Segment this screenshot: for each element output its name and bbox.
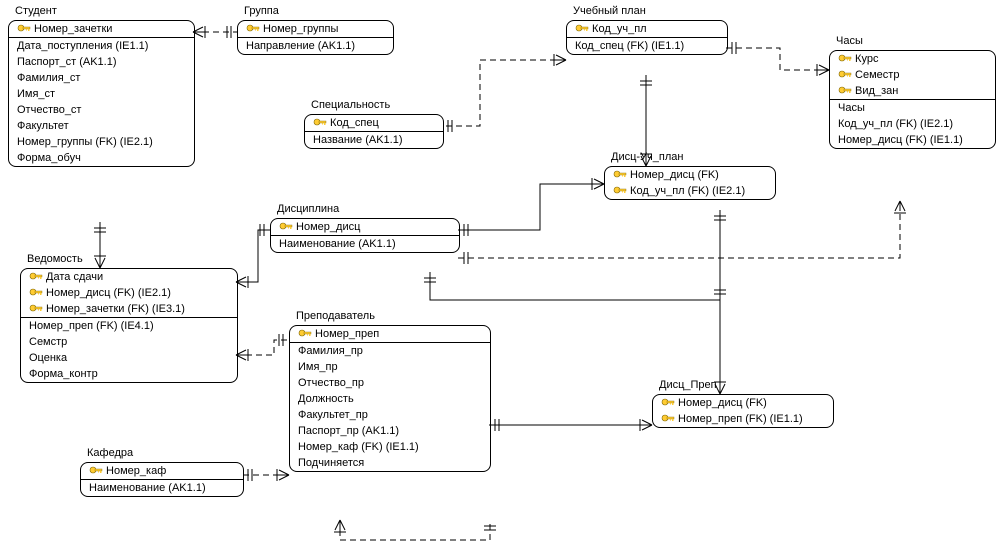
key-icon [29, 287, 43, 297]
key-icon [246, 23, 260, 33]
pk-attr: Курс [830, 51, 995, 67]
edge [236, 230, 270, 282]
key-icon [89, 465, 103, 475]
key-icon [838, 69, 852, 79]
key-icon [17, 23, 31, 33]
key-icon [661, 397, 675, 407]
attr: Код_уч_пл (FK) (IE2.1) [830, 116, 995, 132]
edge [236, 340, 289, 355]
attr: Факультет [9, 118, 194, 134]
entity-kaf[interactable]: Кафедра Номер_кафНаименование (AK1.1) [80, 462, 244, 497]
pk-attr: Номер_зачетки [9, 21, 194, 37]
key-icon [613, 185, 627, 195]
entity-title: Дисц-Уч_план [611, 151, 683, 163]
entity-title: Студент [15, 5, 57, 17]
pk-attr: Код_спец [305, 115, 443, 131]
attr: Дата_поступления (IE1.1) [9, 38, 194, 54]
pk-attr: Номер_группы [238, 21, 393, 37]
attr: Форма_контр [21, 366, 237, 382]
edge [442, 60, 566, 126]
entity-title: Часы [836, 35, 863, 47]
attr: Форма_обуч [9, 150, 194, 166]
key-icon [661, 413, 675, 423]
pk-attr: Номер_дисц [271, 219, 459, 235]
key-icon [838, 53, 852, 63]
entity-gruppa[interactable]: Группа Номер_группыНаправление (AK1.1) [237, 20, 394, 55]
pk-attr: Номер_дисц (FK) [605, 167, 775, 183]
attr: Подчиняется [290, 455, 490, 471]
entity-spec[interactable]: Специальность Код_спецНазвание (AK1.1) [304, 114, 444, 149]
attr: Номер_преп (FK) (IE4.1) [21, 318, 237, 334]
attr: Код_спец (FK) (IE1.1) [567, 38, 727, 54]
attr: Номер_дисц (FK) (IE1.1) [830, 132, 995, 148]
attr: Семстр [21, 334, 237, 350]
attr: Наименование (AK1.1) [81, 480, 243, 496]
edge [726, 48, 829, 70]
attr: Номер_каф (FK) (IE1.1) [290, 439, 490, 455]
attr: Должность [290, 391, 490, 407]
attr: Часы [830, 100, 995, 116]
edge [340, 520, 490, 540]
entity-title: Дисциплина [277, 203, 339, 215]
pk-attr: Номер_преп (FK) (IE1.1) [653, 411, 833, 427]
entity-title: Преподаватель [296, 310, 375, 322]
entity-discuchplan[interactable]: Дисц-Уч_план Номер_дисц (FK) Код_уч_пл (… [604, 166, 776, 200]
entity-prep[interactable]: Преподаватель Номер_препФамилия_прИмя_пр… [289, 325, 491, 472]
pk-attr: Дата сдачи [21, 269, 237, 285]
key-icon [613, 169, 627, 179]
key-icon [279, 221, 293, 231]
pk-attr: Номер_дисц (FK) [653, 395, 833, 411]
entity-title: Группа [244, 5, 279, 17]
attr: Наименование (AK1.1) [271, 236, 459, 252]
attr: Фамилия_пр [290, 343, 490, 359]
attr: Имя_пр [290, 359, 490, 375]
attr: Фамилия_ст [9, 70, 194, 86]
key-icon [298, 328, 312, 338]
pk-attr: Номер_зачетки (FK) (IE3.1) [21, 301, 237, 317]
entity-title: Кафедра [87, 447, 133, 459]
entity-disc[interactable]: Дисциплина Номер_дисцНаименование (AK1.1… [270, 218, 460, 253]
pk-attr: Номер_дисц (FK) (IE2.1) [21, 285, 237, 301]
entity-title: Специальность [311, 99, 390, 111]
key-icon [838, 85, 852, 95]
attr: Номер_группы (FK) (IE2.1) [9, 134, 194, 150]
pk-attr: Семестр [830, 67, 995, 83]
attr: Факультет_пр [290, 407, 490, 423]
pk-attr: Код_уч_пл (FK) (IE2.1) [605, 183, 775, 199]
key-icon [29, 271, 43, 281]
pk-attr: Код_уч_пл [567, 21, 727, 37]
key-icon [29, 303, 43, 313]
pk-attr: Вид_зан [830, 83, 995, 99]
attr: Оценка [21, 350, 237, 366]
entity-uchplan[interactable]: Учебный план Код_уч_плКод_спец (FK) (IE1… [566, 20, 728, 55]
attr: Паспорт_ст (AK1.1) [9, 54, 194, 70]
attr: Имя_ст [9, 86, 194, 102]
attr: Паспорт_пр (AK1.1) [290, 423, 490, 439]
attr: Направление (AK1.1) [238, 38, 393, 54]
entity-chasy[interactable]: Часы Курс Семестр Вид_занЧасыКод_уч_пл (… [829, 50, 996, 149]
entity-title: Учебный план [573, 5, 646, 17]
pk-attr: Номер_преп [290, 326, 490, 342]
entity-student[interactable]: Студент Номер_зачеткиДата_поступления (I… [8, 20, 195, 167]
key-icon [575, 23, 589, 33]
key-icon [313, 117, 327, 127]
entity-discprep[interactable]: Дисц_Преп Номер_дисц (FK) Номер_преп (FK… [652, 394, 834, 428]
entity-title: Ведомость [27, 253, 83, 265]
attr: Отчество_пр [290, 375, 490, 391]
entity-title: Дисц_Преп [659, 379, 717, 391]
entity-vedomost[interactable]: Ведомость Дата сдачи Номер_дисц (FK) (IE… [20, 268, 238, 383]
pk-attr: Номер_каф [81, 463, 243, 479]
attr: Название (AK1.1) [305, 132, 443, 148]
edge [458, 184, 604, 230]
attr: Отчество_ст [9, 102, 194, 118]
edge [458, 201, 900, 258]
